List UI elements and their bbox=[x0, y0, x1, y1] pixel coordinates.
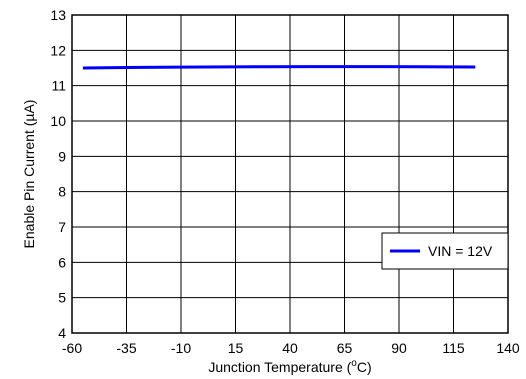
y-axis-title-main: Enable Pin Current ( bbox=[21, 121, 37, 248]
x-tick-label: 15 bbox=[228, 340, 244, 356]
x-axis-title: Junction Temperature (oC) bbox=[208, 358, 371, 375]
series-group bbox=[82, 65, 476, 70]
x-tick-label: 90 bbox=[391, 340, 407, 356]
series-line bbox=[82, 65, 476, 70]
legend-label: VIN = 12V bbox=[428, 243, 493, 259]
x-tick-label: 115 bbox=[442, 340, 465, 356]
y-tick-label: 12 bbox=[50, 42, 66, 58]
legend: VIN = 12V bbox=[381, 232, 509, 270]
x-tick-label: -10 bbox=[171, 340, 191, 356]
x-tick-label: -60 bbox=[62, 340, 82, 356]
y-axis-title-end: A) bbox=[21, 100, 37, 114]
y-tick-labels: 4 5 6 7 8 9 10 11 12 13 bbox=[50, 7, 66, 341]
grid-lines bbox=[71, 14, 509, 334]
x-tick-labels: -60 -35 -10 15 40 65 90 115 140 bbox=[62, 340, 520, 356]
y-tick-label: 9 bbox=[58, 148, 66, 164]
x-axis-title-end: C) bbox=[357, 359, 372, 375]
y-tick-label: 10 bbox=[50, 113, 66, 129]
y-tick-label: 4 bbox=[58, 325, 66, 341]
x-tick-label: 65 bbox=[337, 340, 353, 356]
y-tick-label: 5 bbox=[58, 290, 66, 306]
x-axis-title-main: Junction Temperature ( bbox=[208, 359, 351, 375]
plot-frame bbox=[71, 14, 509, 334]
x-tick-label: 40 bbox=[282, 340, 298, 356]
y-tick-label: 6 bbox=[58, 254, 66, 270]
y-tick-label: 11 bbox=[51, 78, 66, 94]
x-tick-label: 140 bbox=[496, 340, 520, 356]
y-tick-label: 13 bbox=[50, 7, 66, 23]
y-tick-label: 8 bbox=[58, 184, 66, 200]
y-tick-label: 7 bbox=[58, 219, 66, 235]
x-axis-title-sup: o bbox=[351, 358, 357, 369]
y-axis-title: Enable Pin Current (µA) bbox=[21, 100, 37, 249]
x-tick-label: -35 bbox=[116, 340, 136, 356]
y-axis-title-mu: µ bbox=[21, 114, 37, 122]
